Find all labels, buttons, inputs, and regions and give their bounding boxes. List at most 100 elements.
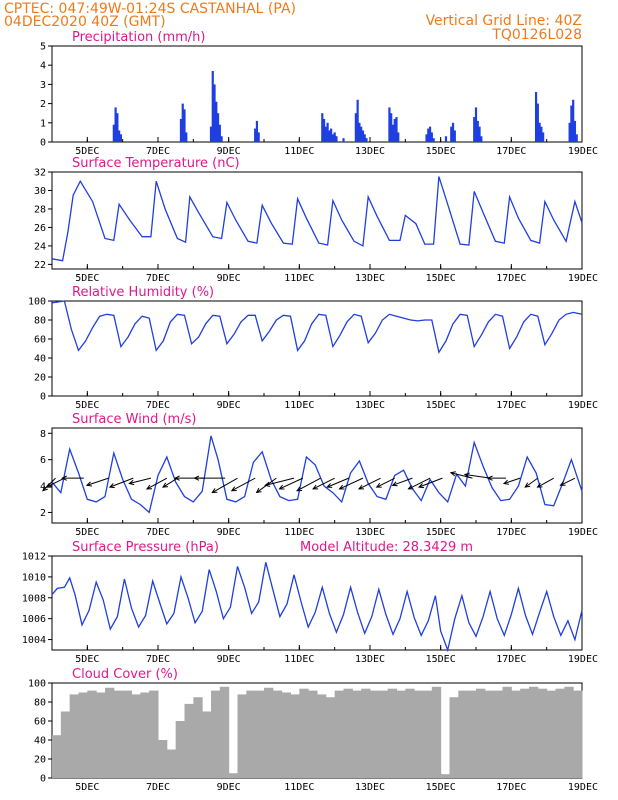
- cloud-bar: [228, 773, 238, 778]
- y-tick-label: 30: [34, 186, 46, 197]
- x-tick-label: 9DEC: [217, 400, 241, 411]
- precip-bar: [390, 113, 393, 142]
- precip-bar: [453, 130, 456, 142]
- wind-arrow-shaft: [408, 477, 431, 490]
- precip-bar: [179, 118, 183, 142]
- x-tick-label: 11DEC: [284, 273, 314, 284]
- precip-bar: [444, 136, 448, 142]
- cloud-bar: [440, 774, 450, 778]
- cloud-bar: [476, 688, 486, 778]
- precip-bar: [395, 117, 398, 142]
- cloud-bar: [405, 688, 415, 778]
- x-tick-label: 15DEC: [426, 654, 456, 665]
- cloud-bar: [414, 690, 424, 778]
- cloud-bar: [493, 690, 503, 778]
- y-tick-label: 1010: [22, 572, 46, 583]
- cloud-bar: [272, 690, 283, 778]
- cloud-bar: [546, 690, 556, 778]
- wind-vector: [524, 477, 539, 488]
- wind-arrow-shaft: [503, 477, 521, 485]
- precip-bar: [358, 122, 361, 142]
- y-tick-label: 1004: [22, 635, 46, 646]
- temp-series-line: [51, 176, 583, 262]
- precip-bar: [255, 120, 259, 142]
- cloud-bar: [352, 690, 362, 778]
- wind-arrow-head: [486, 475, 493, 481]
- precip-bar: [322, 118, 326, 142]
- precip-bar: [391, 124, 395, 142]
- x-tick-label: 13DEC: [355, 400, 385, 411]
- cloud-bar: [325, 697, 336, 778]
- cloud-bar: [423, 690, 433, 778]
- wind-arrow-head: [417, 483, 425, 489]
- precip-bar: [473, 117, 476, 142]
- cloud-bar: [564, 686, 574, 778]
- wind-arrow-shaft: [86, 477, 109, 486]
- precip-bar: [112, 124, 115, 142]
- y-tick-label: 80: [34, 698, 46, 709]
- cloud-bar: [140, 692, 150, 778]
- y-tick-label: 22: [34, 260, 46, 271]
- precip-bar: [209, 126, 213, 142]
- precip-bar: [397, 132, 400, 142]
- x-tick-label: 19DEC: [568, 782, 598, 793]
- wind-arrow-shaft: [265, 477, 295, 486]
- x-tick-label: 19DEC: [568, 400, 598, 411]
- y-tick-label: 0: [40, 392, 46, 403]
- precip-bar: [427, 128, 430, 142]
- precip-bar: [480, 136, 483, 142]
- x-tick-label: 5DEC: [75, 400, 99, 411]
- wind-arrow-head: [230, 486, 237, 492]
- y-tick-label: 3: [40, 80, 46, 91]
- x-tick-label: 11DEC: [284, 654, 314, 665]
- x-tick-label: 19DEC: [568, 654, 598, 665]
- x-tick-label: 5DEC: [75, 146, 99, 157]
- x-tick-label: 5DEC: [75, 527, 99, 538]
- precip-bar: [450, 126, 453, 142]
- wind-arrow-shaft: [358, 477, 381, 490]
- precip-bar: [183, 109, 186, 142]
- wind-vector: [407, 477, 431, 490]
- y-tick-label: 2: [40, 99, 46, 110]
- x-tick-label: 15DEC: [426, 400, 456, 411]
- wind-arrow-head: [162, 482, 169, 488]
- wind-arrow-shaft: [146, 477, 168, 490]
- precip-bar: [254, 128, 257, 142]
- precip-bar: [342, 138, 345, 142]
- cloud-bar: [317, 694, 327, 778]
- precip-bar: [393, 118, 396, 142]
- wind-arrow-shaft: [418, 477, 443, 488]
- precip-bar: [321, 113, 324, 142]
- x-tick-label: 9DEC: [217, 782, 241, 793]
- wind-arrow-shaft: [537, 477, 554, 488]
- wind-arrow-head: [502, 479, 509, 485]
- cloud-bar: [184, 703, 194, 778]
- precip-bar: [540, 126, 543, 142]
- cloud-bar: [431, 686, 442, 778]
- precip-bar: [324, 126, 327, 142]
- x-tick-label: 13DEC: [355, 654, 385, 665]
- wind-vector: [417, 477, 443, 489]
- panel-title: Surface Wind (m/s): [72, 412, 196, 427]
- wind-vector: [463, 472, 491, 479]
- wind-arrow-head: [193, 475, 200, 481]
- wind-arrow-shaft: [524, 477, 539, 488]
- x-tick-label: 19DEC: [568, 273, 598, 284]
- x-tick-label: 5DEC: [75, 782, 99, 793]
- precip-bar: [257, 132, 260, 142]
- y-tick-label: 4: [40, 482, 46, 493]
- cloud-bar: [78, 692, 88, 778]
- y-tick-label: 20: [34, 755, 46, 766]
- y-tick-label: 5: [40, 42, 46, 53]
- precip-bar: [573, 120, 577, 142]
- panel-rh: Relative Humidity (%) 0 20 40 60 80 100 5DEC 7DE…: [28, 285, 598, 411]
- cloud-bar: [219, 686, 230, 778]
- cloud-bar: [52, 735, 62, 778]
- x-tick-label: 7DEC: [146, 654, 170, 665]
- x-tick-label: 19DEC: [568, 527, 598, 538]
- panel-title: Surface Pressure (hPa): [72, 540, 219, 555]
- cloud-bar: [484, 690, 495, 778]
- wind-vector: [559, 477, 576, 486]
- wind-vector: [357, 477, 381, 490]
- precip-bar: [328, 130, 331, 142]
